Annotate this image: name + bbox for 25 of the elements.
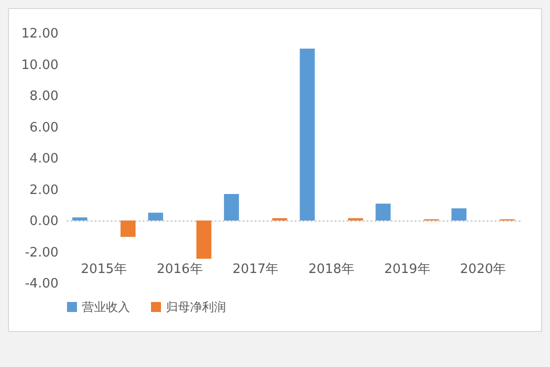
bar	[224, 194, 239, 220]
bar	[451, 208, 466, 220]
legend-label: 归母净利润	[166, 300, 226, 314]
y-tick-label: 6.00	[30, 120, 58, 136]
x-tick-label: 2016年	[156, 262, 203, 277]
y-tick-label: -4.00	[24, 276, 58, 292]
x-tick-label: 2015年	[80, 262, 127, 277]
x-tick-label: 2019年	[384, 262, 430, 277]
x-tick-label: 2018年	[308, 262, 354, 277]
y-tick-label: 0.00	[30, 214, 58, 229]
y-tick-label: 12.00	[21, 26, 58, 42]
y-tick-label: 2.00	[30, 182, 58, 198]
y-tick-label: 4.00	[30, 152, 58, 166]
bar	[196, 220, 212, 259]
bar	[120, 220, 136, 237]
y-tick-label: 10.00	[21, 58, 58, 73]
bar	[148, 212, 164, 220]
bar	[72, 217, 88, 220]
x-tick-label: 2020年	[460, 262, 506, 277]
y-tick-label: -2.00	[24, 245, 58, 260]
x-tick-label: 2017年	[232, 262, 279, 277]
y-tick-label: 8.00	[30, 89, 58, 104]
bar	[376, 204, 391, 220]
bar	[300, 48, 315, 220]
legend-label: 营业收入	[82, 300, 130, 314]
